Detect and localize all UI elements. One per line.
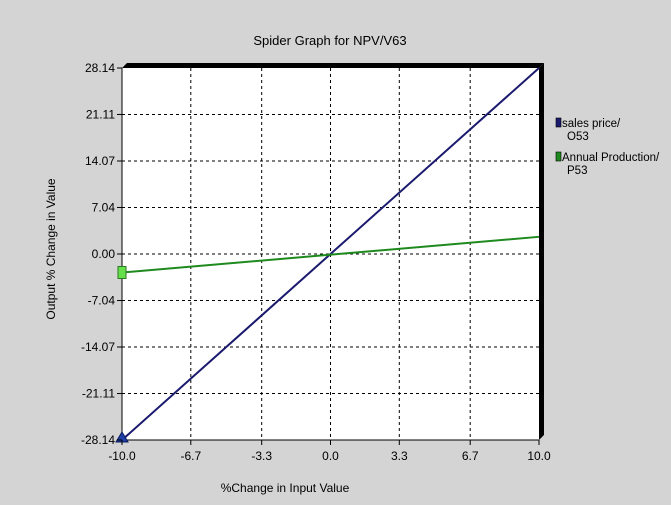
y-axis-ticks: 28.14 21.11 14.07 7.04 0.00 -7.04 -14.07 -21.11… [81,61,122,447]
series-line-1 [121,235,540,274]
y-tick-label: -14.07 [81,340,115,354]
x-tick-label: 6.7 [462,449,479,463]
x-tick-label: 3.3 [391,449,408,463]
y-tick-label: -21.11 [82,387,115,401]
y-tick-label: -7.04 [88,294,116,308]
x-tick-label: -6.7 [180,449,201,463]
legend-label-0: sales price/ [562,118,621,130]
x-tick-label: -3.3 [251,449,272,463]
y-tick-label: -28.14 [81,433,115,447]
y-tick-label: 7.04 [92,200,116,214]
legend-swatch-0 [555,117,562,128]
plot-frame [121,63,544,441]
legend-label-1: Annual Production/ [562,152,660,164]
x-axis-ticks: -10.0 -6.7 -3.3 0.0 3.3 6.7 10.0 [108,440,551,463]
legend-label-0: O53 [567,131,589,143]
frame-top [122,63,544,68]
legend-swatch-1 [555,151,562,162]
x-tick-label: -10.0 [108,449,136,463]
series-marker-1 [117,266,127,280]
y-axis-label: Output % Change in Value [44,178,58,320]
x-tick-label: 0.0 [322,449,339,463]
frame-right [539,63,544,440]
legend: sales price/O53 Annual Production/P53 [555,117,660,177]
y-tick-label: 21.11 [86,107,115,121]
y-tick-label: 28.14 [85,61,115,75]
x-axis-label: %Change in Input Value [221,481,350,495]
chart-title: Spider Graph for NPV/V63 [253,33,406,48]
y-tick-label: 0.00 [92,247,116,261]
legend-label-1: P53 [567,165,587,177]
y-tick-label: 14.07 [85,154,115,168]
x-tick-label: 10.0 [527,449,551,463]
